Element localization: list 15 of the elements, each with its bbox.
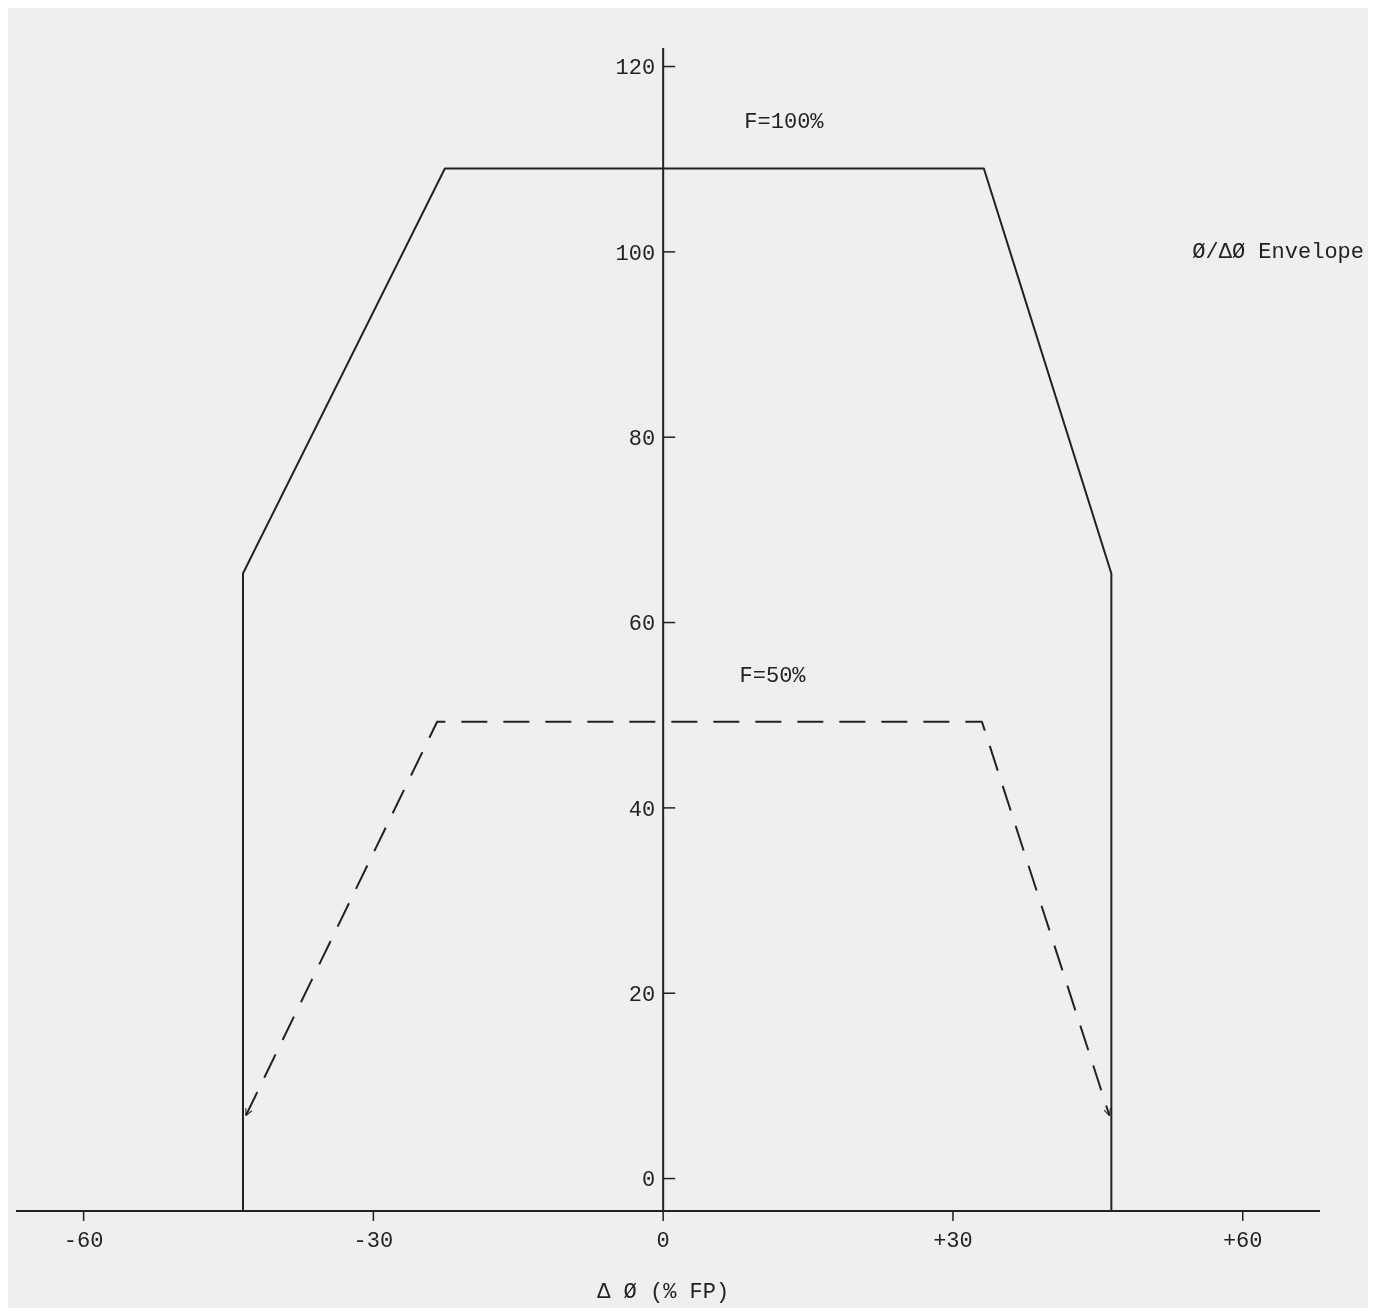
x-tick-label: -60 (63, 1229, 104, 1254)
x-axis-title: Δ Ø (% FP) (597, 1280, 730, 1305)
x-tick-label: +30 (933, 1229, 973, 1254)
annotation: Ø/ΔØ Envelope (1192, 240, 1364, 265)
series-label: F=50% (739, 663, 807, 689)
y-tick-label: 100 (615, 241, 656, 267)
y-tick-label: 120 (615, 56, 656, 82)
series-label: F=100% (744, 110, 825, 136)
y-tick-label: 20 (628, 982, 656, 1008)
x-tick-label: +60 (1222, 1229, 1263, 1254)
y-tick-label: 0 (641, 1168, 656, 1194)
y-tick-label: 40 (628, 797, 656, 823)
x-tick-label: -30 (353, 1229, 394, 1254)
y-tick-label: 80 (628, 426, 656, 452)
y-tick-label: 60 (628, 612, 656, 638)
